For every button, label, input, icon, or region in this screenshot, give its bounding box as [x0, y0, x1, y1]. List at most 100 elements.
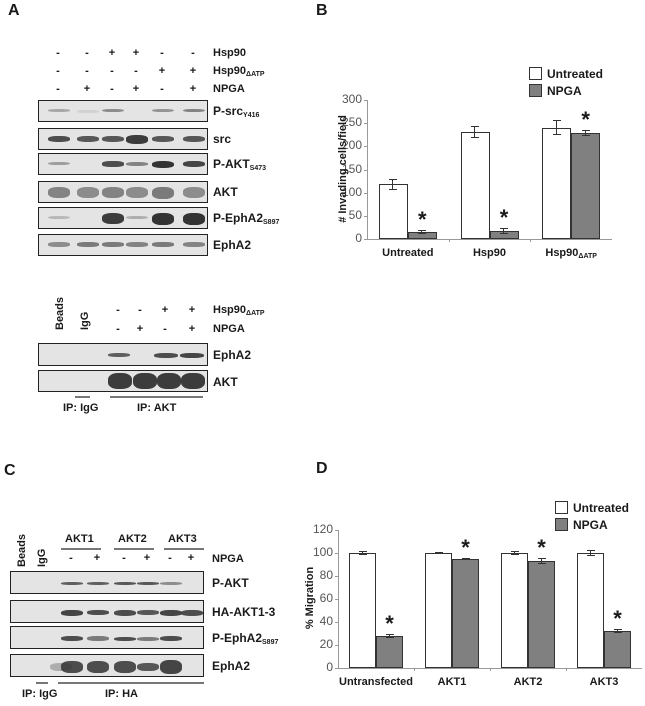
- blot-label-2: P-EphA2S897: [212, 631, 278, 646]
- condition-sign: -: [122, 552, 126, 564]
- ip-group-igg: IP: IgG: [63, 402, 99, 414]
- category-label: Hsp90: [472, 247, 507, 259]
- band: [152, 136, 174, 142]
- ip-condition-label-0-text: Hsp90: [213, 304, 247, 316]
- blot-label-2-subscript: S897: [262, 639, 279, 646]
- bar-npga-3: [604, 631, 631, 668]
- blot-label-1-text: src: [213, 132, 232, 146]
- category-label: Untreated: [382, 247, 434, 259]
- error-bar: [500, 228, 508, 234]
- band: [87, 660, 109, 673]
- x-tick: [566, 668, 567, 671]
- blot-label-3: EphA2: [212, 659, 250, 673]
- condition-sign: -: [69, 552, 73, 564]
- y-axis-label: % Migration: [304, 566, 316, 630]
- band: [154, 353, 178, 358]
- condition-sign: +: [187, 552, 195, 564]
- group-rule: [114, 548, 154, 550]
- blot-label-2-text: P-EphA2: [212, 631, 263, 645]
- band: [108, 373, 132, 389]
- blot-row-2: [10, 626, 204, 649]
- y-tick-label: 120: [312, 522, 333, 536]
- blot-row-3: [10, 654, 204, 677]
- band: [180, 353, 204, 358]
- significance-star: *: [499, 205, 509, 231]
- ip-akt-rule: [110, 396, 203, 398]
- blot-label-3-text: EphA2: [212, 659, 251, 673]
- band: [87, 610, 109, 615]
- error-bar: [586, 550, 595, 556]
- group-label-akt2: AKT2: [118, 533, 147, 545]
- blot-label-0-subscript: Y416: [243, 112, 260, 119]
- blot-label-0-text: P-AKT: [212, 576, 249, 590]
- band: [102, 136, 124, 142]
- band: [102, 161, 124, 167]
- ip-condition-label-1-text: NPGA: [213, 323, 245, 335]
- condition-sign: +: [132, 83, 140, 95]
- band: [152, 108, 174, 113]
- blot-label-4: P-EphA2S897: [213, 211, 279, 226]
- ip-blot-label-0-text: EphA2: [213, 348, 252, 362]
- y-tick: [364, 123, 367, 125]
- condition-label-2-text: NPGA: [213, 83, 245, 95]
- error-bar: [418, 229, 427, 235]
- category-subscript: ΔATP: [578, 253, 597, 260]
- ip-condition-label-0-subscript: ΔATP: [246, 310, 265, 317]
- bar-untreated-1: [425, 553, 452, 668]
- group-rule: [164, 548, 204, 550]
- panel-letter-b: B: [316, 2, 328, 19]
- band: [48, 215, 70, 220]
- band: [152, 187, 174, 199]
- band: [126, 187, 148, 199]
- condition-label-0: Hsp90: [213, 47, 246, 59]
- category-label: Untransfected: [339, 676, 413, 688]
- band: [183, 108, 205, 113]
- y-tick-label: 40: [319, 614, 333, 628]
- condition-sign: +: [136, 323, 144, 335]
- blot-row-0: [10, 571, 204, 594]
- condition-sign: +: [158, 65, 166, 77]
- condition-sign: +: [132, 47, 140, 59]
- band: [77, 109, 99, 113]
- blot-label-2-text: P-AKT: [213, 157, 250, 171]
- legend-label-untreated: Untreated: [573, 501, 630, 515]
- band: [181, 609, 203, 616]
- y-tick-label: 0: [355, 231, 362, 245]
- blot-label-3-text: AKT: [213, 185, 238, 199]
- blot-row-1: [10, 600, 204, 623]
- bar-untreated-1: [460, 132, 490, 239]
- blot-label-1: HA-AKT1-3: [212, 605, 275, 619]
- condition-sign: +: [93, 552, 101, 564]
- bar-untreated-3: [577, 553, 604, 668]
- y-tick: [364, 239, 367, 240]
- band: [160, 659, 182, 674]
- condition-label-1: Hsp90ΔATP: [213, 65, 265, 78]
- condition-sign: +: [161, 304, 169, 316]
- error-bar: [461, 557, 470, 560]
- condition-sign: -: [116, 304, 120, 316]
- band: [133, 373, 157, 389]
- panel-letter-d: D: [316, 460, 328, 477]
- x-tick: [448, 239, 450, 242]
- band: [114, 582, 136, 585]
- band: [137, 636, 159, 641]
- panel-letter-a: A: [8, 2, 20, 19]
- ip-group-igg: IP: IgG: [22, 688, 58, 700]
- bar-untreated-2: [501, 553, 528, 668]
- y-tick-label: 50: [348, 207, 362, 222]
- y-axis-line: [367, 100, 368, 239]
- lane-label-igg: IgG: [79, 311, 91, 330]
- y-tick-label: 100: [341, 184, 362, 199]
- group-rule: [61, 548, 101, 550]
- error-bar: [358, 551, 367, 555]
- band: [77, 187, 99, 199]
- ip-condition-label-0: Hsp90ΔATP: [213, 304, 265, 317]
- band: [183, 213, 205, 225]
- ip-group-ha: IP: HA: [105, 688, 138, 700]
- blot-row-p-src: [38, 100, 208, 122]
- band: [61, 582, 83, 585]
- band: [61, 660, 83, 673]
- error-bar: [385, 634, 394, 638]
- x-tick: [414, 668, 415, 671]
- group-label-akt3: AKT3: [168, 533, 197, 545]
